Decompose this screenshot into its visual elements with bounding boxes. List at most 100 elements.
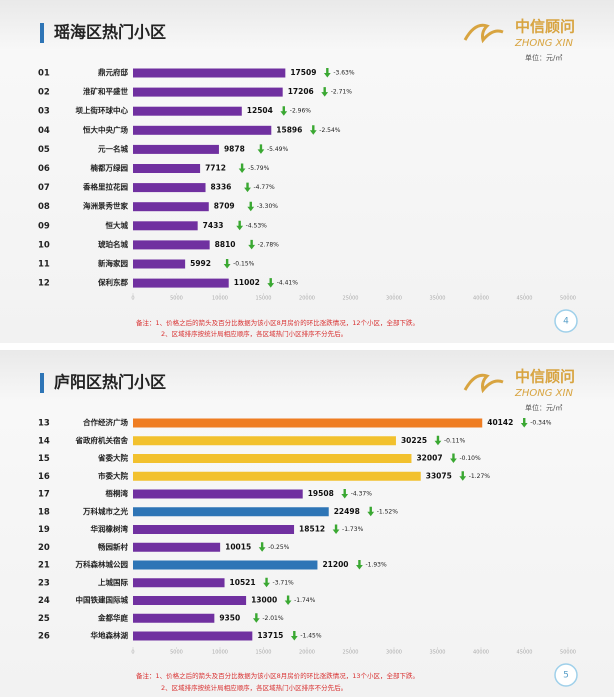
category-label: 市委大院 [98, 470, 128, 480]
rank: 14 [38, 436, 50, 446]
down-arrow [236, 220, 244, 231]
rank: 02 [38, 88, 50, 98]
category-label: 万科城市之光 [82, 506, 128, 516]
value-label: 5992 [190, 259, 211, 268]
bar [133, 471, 421, 481]
rank: 15 [38, 454, 50, 464]
x-tick-label: 40000 [473, 296, 489, 302]
change-label: -1.27% [469, 473, 491, 480]
category-label: 省委大院 [97, 453, 128, 463]
chart-title: 瑶海区热门小区 [54, 23, 166, 42]
x-tick-label: 25000 [343, 296, 359, 302]
value-label: 10015 [225, 542, 251, 551]
value-label: 13000 [251, 596, 277, 605]
down-arrow [257, 144, 265, 154]
x-tick-label: 15000 [256, 650, 272, 656]
bar [133, 87, 283, 97]
category-label: 恒大中央广场 [83, 124, 128, 134]
down-arrow [323, 68, 331, 78]
category-label: 海洲景秀世家 [83, 201, 128, 211]
rank: 24 [38, 596, 50, 606]
rank: 12 [38, 279, 50, 289]
down-arrow [238, 163, 246, 173]
x-tick-label: 35000 [430, 650, 446, 656]
change-label: -4.37% [351, 491, 373, 498]
down-arrow [263, 577, 270, 588]
change-label: -0.25% [268, 544, 290, 551]
x-tick-label: 25000 [343, 650, 359, 656]
brand-en: ZHONG XIN [514, 38, 573, 49]
x-tick-label: 5000 [170, 650, 183, 656]
category-label: 中国铁建国际城 [76, 595, 129, 605]
value-label: 8709 [214, 202, 235, 211]
change-label: -1.93% [365, 562, 387, 569]
bar [133, 144, 219, 154]
rank: 04 [38, 126, 50, 136]
category-label: 保利东郡 [97, 277, 128, 287]
rank: 19 [38, 525, 50, 535]
note: 2、区域排序按统计局相应顺序，各区域热门小区排序不分先后。 [161, 329, 347, 338]
bar [133, 454, 412, 463]
down-arrow [309, 125, 317, 135]
bar [133, 507, 329, 517]
bar [133, 542, 221, 552]
change-label: -1.45% [300, 633, 322, 640]
category-label: 万科森林城公园 [75, 559, 129, 569]
change-label: -4.41% [277, 280, 299, 287]
change-label: -2.54% [319, 127, 341, 134]
slide-background [0, 350, 614, 697]
x-tick-label: 30000 [386, 296, 402, 302]
down-arrow [332, 524, 340, 534]
bar [133, 259, 186, 269]
down-arrow [341, 489, 349, 499]
x-tick-label: 50000 [560, 296, 576, 302]
page-number: 4 [563, 317, 569, 327]
bar [133, 125, 272, 135]
title-accent [40, 373, 44, 393]
note: 备注：1、价格之后的箭头及百分比数据为该小区8月房价的环比涨跌情况，12个小区，… [136, 318, 419, 327]
slide-background [0, 0, 614, 343]
value-label: 17509 [290, 68, 316, 77]
change-label: -0.15% [233, 261, 255, 268]
x-tick-label: 5000 [170, 296, 183, 302]
category-label: 恒大城 [106, 220, 129, 230]
bar [133, 578, 225, 588]
category-label: 鼎元府邸 [98, 67, 128, 77]
category-label: 合作经济广场 [83, 417, 128, 427]
category-label: 元一名城 [98, 143, 128, 153]
down-arrow [284, 595, 292, 605]
category-label: 畅园新村 [98, 541, 128, 551]
value-label: 13715 [257, 631, 283, 640]
x-tick-label: 30000 [386, 650, 402, 656]
change-label: -0.34% [530, 420, 552, 427]
category-label: 华润橡树湾 [91, 524, 129, 534]
value-label: 11002 [234, 278, 260, 287]
rank: 07 [38, 183, 50, 193]
change-label: -3.30% [257, 203, 279, 210]
x-tick-label: 15000 [256, 296, 272, 302]
change-label: -4.53% [246, 222, 268, 229]
unit-label: 单位：元/㎡ [525, 53, 562, 62]
x-tick-label: 20000 [299, 296, 315, 302]
category-label: 省政府机关宿舍 [75, 435, 129, 445]
chart-title: 庐阳区热门小区 [54, 373, 166, 392]
down-arrow [247, 201, 255, 212]
category-label: 淮矿和平盛世 [83, 86, 128, 96]
category-label: 上城国际 [98, 577, 128, 587]
brand-swoosh [463, 373, 504, 394]
down-arrow [252, 613, 260, 623]
bar [133, 221, 198, 231]
value-label: 17206 [288, 87, 314, 96]
rank: 23 [38, 578, 50, 588]
brand: 中信顾问 [515, 368, 575, 386]
change-label: -5.49% [267, 146, 289, 153]
value-label: 7712 [205, 164, 226, 173]
bar [133, 489, 303, 499]
rank: 09 [38, 221, 50, 231]
down-arrow [356, 560, 363, 570]
brand-swoosh [463, 23, 504, 44]
change-label: -3.71% [273, 579, 295, 586]
category-label: 梧桐湾 [106, 488, 129, 498]
unit-label: 单位：元/㎡ [525, 403, 562, 412]
